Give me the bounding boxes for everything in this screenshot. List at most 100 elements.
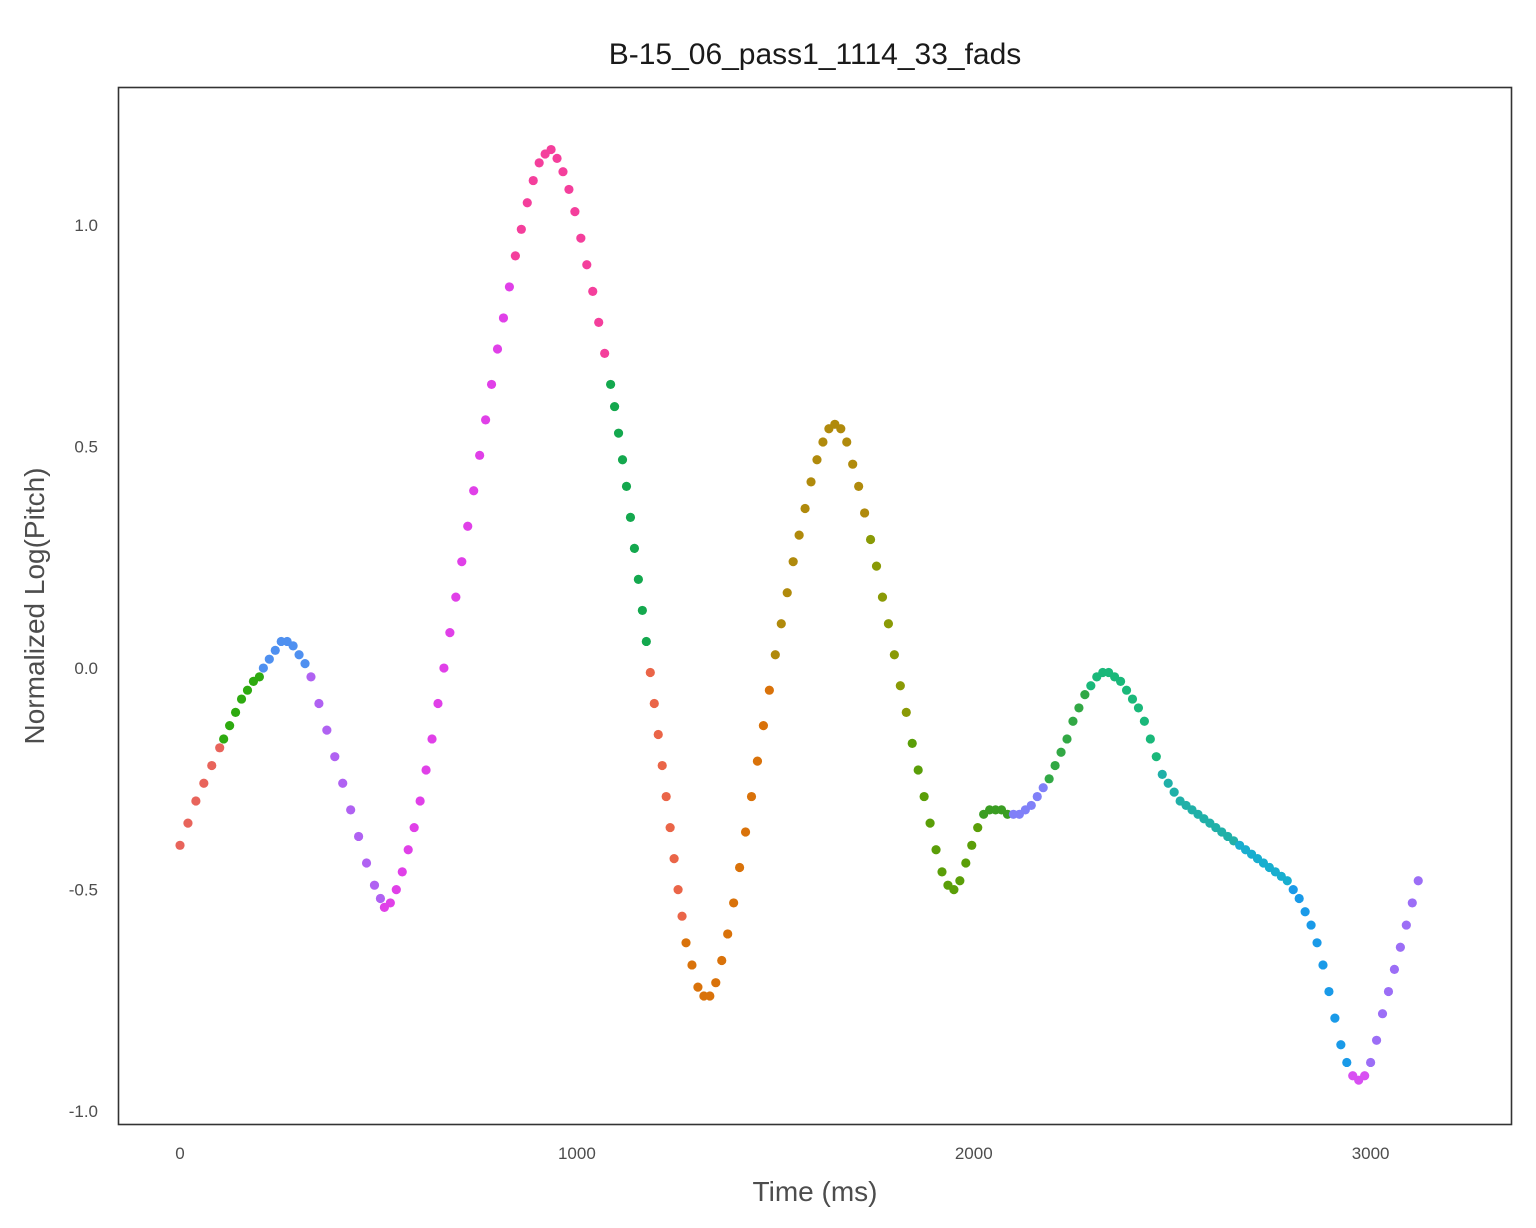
data-point xyxy=(665,822,675,833)
data-point xyxy=(653,729,663,740)
data-point xyxy=(1300,907,1310,917)
data-point xyxy=(661,791,671,802)
data-point xyxy=(1056,747,1066,757)
data-point xyxy=(723,929,733,939)
data-point xyxy=(254,672,264,682)
data-point xyxy=(860,508,870,518)
data-point xyxy=(1127,694,1138,704)
data-point xyxy=(558,167,568,177)
data-point xyxy=(657,760,667,771)
data-point xyxy=(645,667,655,678)
data-point xyxy=(230,707,241,717)
data-point xyxy=(191,796,201,806)
data-point xyxy=(457,557,467,567)
data-point xyxy=(207,760,217,771)
data-point xyxy=(409,822,419,833)
data-point xyxy=(705,991,715,1001)
data-point xyxy=(854,481,864,491)
data-point xyxy=(907,738,917,748)
data-point xyxy=(397,867,407,877)
data-point xyxy=(1080,690,1090,700)
data-point xyxy=(1151,752,1161,762)
data-point xyxy=(588,286,598,296)
data-point xyxy=(1086,681,1096,691)
data-point xyxy=(794,530,804,540)
data-point xyxy=(385,898,395,908)
data-point xyxy=(594,317,604,327)
data-point xyxy=(1115,676,1126,686)
data-point xyxy=(576,233,586,243)
data-point xyxy=(288,641,298,651)
data-point xyxy=(673,885,683,895)
data-point xyxy=(913,765,923,775)
data-point xyxy=(931,845,941,855)
data-point xyxy=(901,707,911,717)
plot-frame xyxy=(117,86,1513,1126)
data-point xyxy=(361,858,372,868)
data-point xyxy=(225,721,235,731)
data-point xyxy=(175,840,185,850)
data-point xyxy=(498,313,509,323)
data-point xyxy=(848,459,858,469)
data-point xyxy=(215,743,225,753)
data-point xyxy=(338,778,348,788)
data-point xyxy=(1157,769,1167,780)
data-point xyxy=(735,862,745,873)
data-point xyxy=(687,960,697,970)
data-point xyxy=(919,791,929,802)
data-point xyxy=(486,379,497,390)
data-point xyxy=(621,481,632,491)
data-point xyxy=(677,911,687,921)
data-point xyxy=(582,260,592,270)
data-point xyxy=(375,893,386,904)
data-point xyxy=(258,663,268,673)
data-point xyxy=(1133,703,1144,713)
data-point xyxy=(1139,716,1149,726)
data-point xyxy=(354,831,364,842)
data-point xyxy=(818,437,828,447)
data-point xyxy=(1318,960,1328,970)
data-point xyxy=(451,592,461,602)
data-point xyxy=(961,858,971,868)
data-point xyxy=(1360,1071,1370,1081)
data-point xyxy=(1163,778,1173,788)
data-point xyxy=(889,650,899,660)
data-point xyxy=(1032,791,1042,802)
data-point xyxy=(1038,783,1048,793)
data-point xyxy=(300,659,310,669)
data-point xyxy=(1389,964,1400,974)
data-point xyxy=(973,822,983,833)
y-tick-label: 0.0 xyxy=(74,659,98,678)
x-tick-label: 1000 xyxy=(558,1144,596,1163)
data-point xyxy=(475,450,485,460)
x-tick-label: 2000 xyxy=(955,1144,993,1163)
data-point xyxy=(330,752,340,762)
data-point xyxy=(1330,1013,1340,1023)
data-point xyxy=(625,512,636,522)
data-point xyxy=(788,557,798,567)
data-points xyxy=(175,144,1423,1085)
data-point xyxy=(421,765,431,775)
data-point xyxy=(1312,938,1322,948)
y-tick-label: -0.5 xyxy=(69,881,98,900)
x-tick-labels: 0 1000 2000 3000 xyxy=(175,1144,1389,1163)
data-point xyxy=(752,756,763,766)
data-point xyxy=(516,224,526,234)
data-point xyxy=(469,486,479,496)
data-point xyxy=(1068,716,1078,726)
data-point xyxy=(649,698,659,709)
y-tick-label: 1.0 xyxy=(74,216,98,235)
data-point xyxy=(1395,942,1405,952)
data-point xyxy=(236,694,247,704)
data-point xyxy=(306,672,316,682)
data-point xyxy=(740,827,751,837)
data-point xyxy=(1306,920,1316,930)
data-point xyxy=(1413,876,1423,886)
data-point xyxy=(1371,1035,1382,1045)
data-point xyxy=(534,158,544,168)
data-point xyxy=(633,574,643,585)
data-point xyxy=(403,845,413,855)
data-point xyxy=(925,818,935,828)
data-point xyxy=(836,424,846,434)
